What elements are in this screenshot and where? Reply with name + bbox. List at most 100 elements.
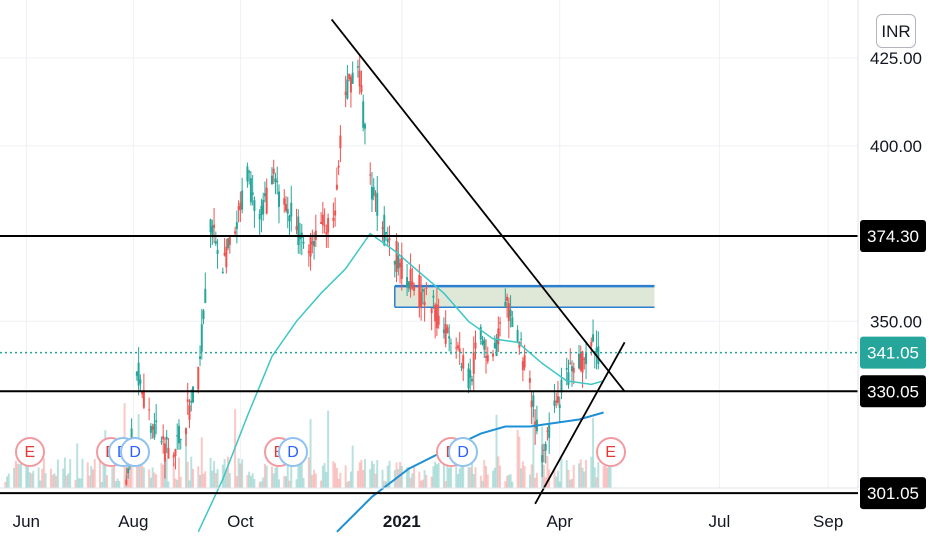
time-tick-label: Sep bbox=[813, 512, 843, 531]
volume-bar bbox=[32, 470, 35, 488]
currency-button[interactable]: INR bbox=[876, 14, 916, 48]
volume-bar bbox=[249, 475, 252, 488]
volume-bar bbox=[160, 463, 163, 488]
earnings-event-marker[interactable]: E bbox=[595, 437, 626, 467]
volume-bar bbox=[62, 468, 65, 488]
volume-bar bbox=[400, 466, 403, 488]
candle-body bbox=[485, 356, 488, 358]
price-axis-bg bbox=[858, 0, 932, 550]
volume-bar bbox=[413, 465, 416, 488]
volume-bar bbox=[16, 463, 19, 488]
volume-bar bbox=[99, 458, 102, 488]
candle-body bbox=[313, 240, 316, 247]
volume-bar bbox=[100, 481, 103, 488]
volume-bar bbox=[542, 464, 545, 488]
volume-bar bbox=[376, 460, 379, 488]
candle-body bbox=[179, 439, 182, 441]
volume-bar bbox=[184, 427, 187, 488]
candle-body bbox=[481, 340, 484, 345]
volume-bar bbox=[323, 463, 326, 488]
candle-body bbox=[569, 362, 572, 364]
volume-bar bbox=[446, 459, 449, 488]
candle-body bbox=[358, 70, 361, 87]
candle-body bbox=[307, 251, 310, 253]
time-axis[interactable]: Jun Aug Oct 2021 Apr Jul Sep bbox=[0, 487, 858, 531]
volume-bar bbox=[309, 419, 312, 488]
volume-bar bbox=[135, 463, 138, 488]
candle-body bbox=[418, 275, 421, 308]
volume-bar bbox=[209, 457, 212, 488]
volume-bar bbox=[479, 475, 482, 488]
volume-bar bbox=[592, 418, 595, 488]
candle-body bbox=[211, 225, 214, 236]
volume-bar bbox=[358, 462, 361, 488]
earnings-event-marker[interactable]: E bbox=[14, 437, 45, 467]
candle-body bbox=[420, 292, 423, 308]
candle-body bbox=[137, 362, 140, 386]
candle-body bbox=[421, 288, 424, 292]
candle-body bbox=[504, 302, 507, 307]
dividend-event-marker[interactable]: D bbox=[278, 437, 309, 467]
volume-bar bbox=[25, 457, 28, 488]
candle-body bbox=[455, 347, 458, 349]
volume-bar bbox=[6, 476, 9, 488]
candle-body bbox=[555, 400, 558, 403]
candle-body bbox=[383, 214, 386, 246]
volume-bar bbox=[216, 469, 219, 488]
candle-body bbox=[593, 351, 596, 353]
trendlines[interactable] bbox=[330, 18, 626, 505]
candle-body bbox=[495, 338, 498, 356]
candle-body bbox=[407, 281, 410, 289]
horizontal-levels[interactable] bbox=[0, 234, 858, 495]
volume-bar bbox=[511, 481, 514, 488]
candle-body bbox=[370, 187, 373, 200]
volume-bar bbox=[472, 473, 475, 488]
candle-body bbox=[251, 192, 254, 195]
volume-bar bbox=[167, 481, 170, 488]
volume-bar bbox=[270, 466, 273, 488]
candle-body bbox=[579, 353, 582, 371]
candle-body bbox=[253, 200, 256, 212]
candle-body bbox=[472, 351, 475, 374]
volume-bar bbox=[339, 472, 342, 488]
volume-bar bbox=[237, 458, 240, 488]
volume-bar bbox=[460, 464, 463, 488]
candle-body bbox=[290, 202, 293, 217]
volume-bar bbox=[534, 477, 537, 488]
candle-body bbox=[274, 178, 277, 183]
candle-body bbox=[400, 255, 403, 279]
volume-bar bbox=[397, 469, 400, 488]
dividend-event-marker[interactable]: D bbox=[448, 437, 479, 467]
candle-body bbox=[277, 191, 280, 207]
candle-body bbox=[493, 343, 496, 349]
candle-body bbox=[385, 231, 388, 234]
price-axis[interactable]: 350.00 400.00 425.00 bbox=[857, 0, 932, 550]
candle-body bbox=[479, 326, 482, 340]
candle-body bbox=[444, 323, 447, 344]
volume-bar bbox=[442, 456, 445, 488]
volume-bar bbox=[467, 467, 470, 488]
candle-body bbox=[334, 210, 337, 216]
volume-bar bbox=[176, 479, 179, 488]
volume-bar bbox=[406, 467, 409, 488]
resistance-zone[interactable] bbox=[394, 284, 655, 308]
moving-average-fast bbox=[197, 232, 604, 533]
candle-body bbox=[239, 202, 242, 210]
candle-body bbox=[558, 404, 561, 409]
candle-body bbox=[553, 400, 556, 406]
candle-body bbox=[432, 295, 435, 298]
candle-body bbox=[442, 329, 445, 334]
candle-body bbox=[399, 262, 402, 268]
volume-bar bbox=[277, 479, 280, 488]
volume-bar bbox=[186, 461, 189, 488]
candle-body bbox=[411, 281, 414, 285]
candle-body bbox=[507, 303, 510, 322]
candle-body bbox=[176, 435, 179, 437]
volume-bar bbox=[102, 458, 105, 488]
candle-body bbox=[214, 240, 217, 244]
volume-bar bbox=[197, 466, 200, 488]
dividend-event-marker[interactable]: D bbox=[120, 437, 151, 467]
volume-bar bbox=[286, 460, 289, 488]
volume-bar bbox=[39, 480, 42, 488]
